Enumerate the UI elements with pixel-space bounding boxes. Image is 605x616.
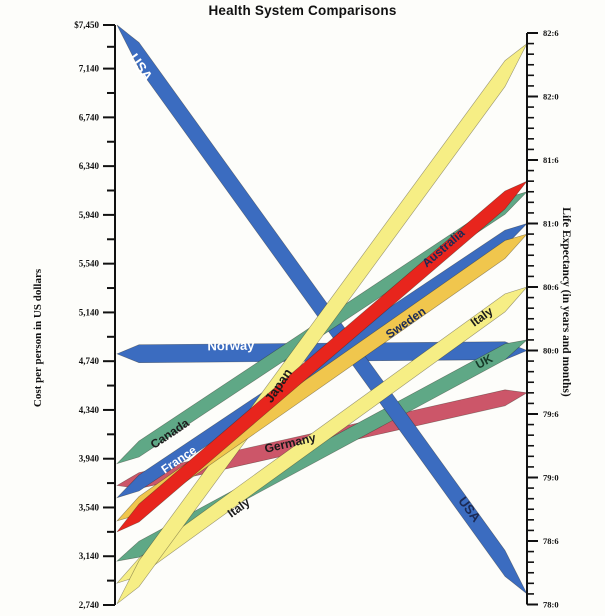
left-tick-label: 5,940 bbox=[79, 210, 100, 220]
label-norway: Norway bbox=[207, 338, 255, 354]
left-tick-label: 5,540 bbox=[79, 259, 100, 269]
right-axis: 82:6 82:0 81:6 81:0 80:6 80:0 79:6 79:0 78:6 78:0 bbox=[526, 28, 559, 610]
left-tick-label: 6,340 bbox=[79, 161, 100, 171]
right-tick-label: 78:0 bbox=[543, 600, 559, 610]
left-tick-label: 4,740 bbox=[79, 356, 100, 366]
left-tick-label: 6,740 bbox=[79, 112, 100, 122]
right-tick-label: 80:6 bbox=[543, 282, 559, 292]
left-tick-label: 3,140 bbox=[79, 551, 100, 561]
left-tick-label: 3,540 bbox=[79, 502, 100, 512]
left-tick-label: 3,940 bbox=[79, 454, 100, 464]
left-tick-label: $7,450 bbox=[74, 20, 99, 30]
right-tick-label: 79:0 bbox=[543, 473, 559, 483]
chart-title: Health System Comparisons bbox=[208, 3, 397, 18]
left-axis: $7,450 7,140 6,740 6,340 5,940 5,540 5,140 4,74… bbox=[74, 20, 116, 610]
right-tick-label: 79:6 bbox=[543, 409, 559, 419]
right-tick-label: 78:6 bbox=[543, 536, 559, 546]
right-tick-label: 81:0 bbox=[543, 219, 559, 229]
right-tick-label: 81:6 bbox=[543, 155, 559, 165]
left-tick-label: 7,140 bbox=[79, 64, 100, 74]
left-tick-label: 4,340 bbox=[79, 405, 100, 415]
right-tick-label: 80:0 bbox=[543, 346, 559, 356]
ribbons bbox=[115, 24, 529, 605]
left-tick-label: 5,140 bbox=[79, 307, 100, 317]
right-tick-label: 82:6 bbox=[543, 28, 559, 38]
right-tick-label: 82:0 bbox=[543, 92, 559, 102]
left-tick-label: 2,740 bbox=[79, 600, 100, 610]
